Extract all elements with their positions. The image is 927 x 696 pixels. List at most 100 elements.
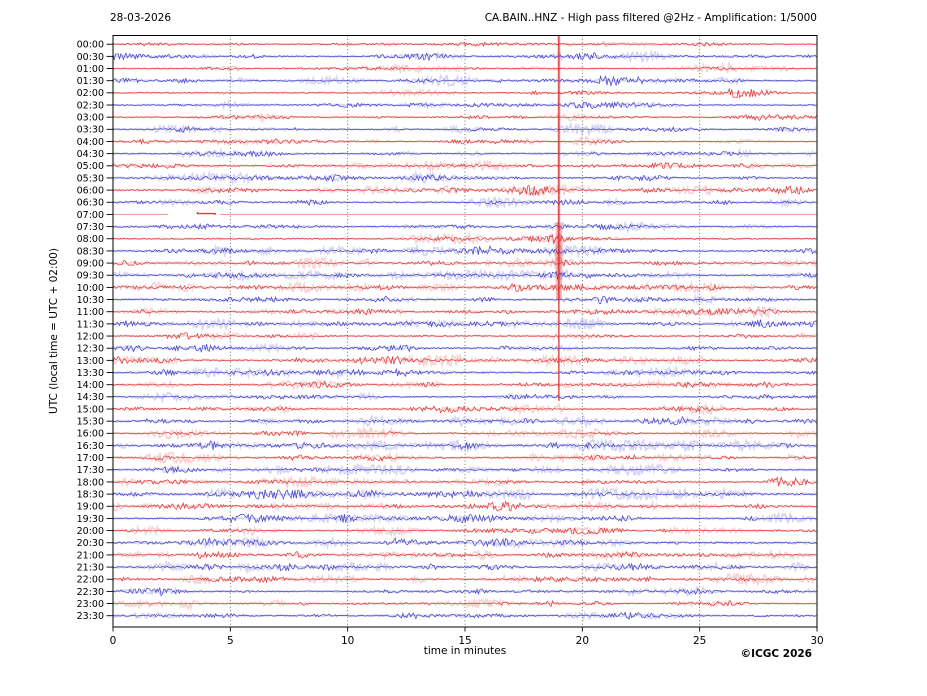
y-tick-label: 20:00 xyxy=(77,526,104,537)
trace-row xyxy=(112,489,817,501)
y-tick-label: 08:00 xyxy=(77,234,104,245)
trace-row xyxy=(112,353,817,369)
y-tick-label: 00:30 xyxy=(77,52,104,63)
trace-row xyxy=(112,511,817,525)
trace-row xyxy=(113,184,817,197)
trace-row xyxy=(112,182,817,197)
y-tick-label: 03:00 xyxy=(77,113,104,124)
trace-row xyxy=(112,293,817,305)
trace-row xyxy=(112,476,817,487)
trace-row xyxy=(112,283,817,293)
trace-row xyxy=(112,173,817,183)
trace-row xyxy=(112,380,817,389)
trace-row xyxy=(112,344,817,353)
trace-row xyxy=(112,355,817,365)
y-tick-label: 08:30 xyxy=(77,246,104,257)
trace-row xyxy=(112,88,817,98)
y-tick-label: 09:00 xyxy=(77,258,104,269)
y-tick-label: 22:30 xyxy=(77,587,104,598)
y-tick-label: 20:30 xyxy=(77,538,104,549)
trace-row xyxy=(112,137,817,146)
trace-row xyxy=(112,453,817,462)
trace-row xyxy=(112,158,817,173)
trace-row xyxy=(112,41,817,48)
y-tick-label: 15:30 xyxy=(77,417,104,428)
x-tick-label: 0 xyxy=(110,635,117,647)
trace-row xyxy=(112,440,817,451)
y-tick-label: 16:30 xyxy=(77,441,104,452)
trace-row xyxy=(112,245,817,256)
trace-row xyxy=(112,256,818,271)
y-tick-label: 10:00 xyxy=(77,283,104,294)
y-tick-label: 06:00 xyxy=(77,186,104,197)
station-title: CA.BAIN..HNZ - High pass filtered @2Hz -… xyxy=(484,12,817,24)
y-tick-label: 17:00 xyxy=(77,453,104,464)
y-tick-label: 14:00 xyxy=(77,380,104,391)
trace-row xyxy=(112,527,817,535)
trace-row xyxy=(112,500,817,512)
y-tick-label: 21:00 xyxy=(77,550,104,561)
y-tick-label: 18:00 xyxy=(77,477,104,488)
trace-row xyxy=(112,280,817,295)
trace-row xyxy=(112,307,817,316)
trace-row xyxy=(112,575,817,584)
trace-row xyxy=(112,233,817,245)
y-tick-label: 14:30 xyxy=(77,392,104,403)
trace-row xyxy=(112,112,817,124)
y-tick-label: 10:30 xyxy=(77,295,104,306)
trace-row xyxy=(112,101,817,109)
trace-row xyxy=(112,550,817,560)
trace-row xyxy=(112,332,817,340)
x-tick-label: 25 xyxy=(693,635,706,647)
x-tick-label: 30 xyxy=(810,635,823,647)
trace-row xyxy=(112,74,817,87)
x-tick-label: 20 xyxy=(576,635,589,647)
trace-row xyxy=(112,198,817,206)
trace-row xyxy=(112,270,817,280)
copyright-label: ©ICGC 2026 xyxy=(740,648,812,660)
trace-row xyxy=(112,52,817,62)
y-tick-label: 09:30 xyxy=(77,271,104,282)
y-tick-label: 04:30 xyxy=(77,149,104,160)
trace-row xyxy=(112,367,817,378)
trace-row xyxy=(112,562,817,572)
y-tick-label: 17:30 xyxy=(77,465,104,476)
trace-row xyxy=(112,597,817,612)
y-tick-label: 12:30 xyxy=(77,344,104,355)
trace-row xyxy=(112,330,817,343)
trace-row xyxy=(113,40,817,48)
y-tick-label: 13:30 xyxy=(77,368,104,379)
trace-row xyxy=(112,319,817,328)
trace-row xyxy=(112,559,817,575)
trace-row xyxy=(113,306,817,319)
trace-row xyxy=(112,243,817,259)
y-tick-label: 02:00 xyxy=(77,88,104,99)
trace-row xyxy=(112,365,817,380)
x-axis-label: time in minutes xyxy=(423,645,507,657)
trace-row xyxy=(112,121,818,137)
trace-row xyxy=(112,572,817,588)
trace-row xyxy=(112,524,817,538)
trace-row xyxy=(112,378,817,391)
y-tick-label: 03:30 xyxy=(77,125,104,136)
y-tick-label: 05:30 xyxy=(77,173,104,184)
trace-row xyxy=(112,462,817,477)
y-tick-label: 11:30 xyxy=(77,319,104,330)
trace-row xyxy=(112,465,817,474)
y-tick-label: 06:30 xyxy=(77,198,104,209)
trace-row xyxy=(112,430,817,437)
trace-row xyxy=(112,486,817,502)
trace-row xyxy=(112,259,817,267)
y-tick-label: 00:00 xyxy=(77,40,104,51)
trace-row xyxy=(112,48,817,64)
y-tick-label: 15:00 xyxy=(77,404,104,415)
x-tick-label: 15 xyxy=(458,635,471,647)
trace-row xyxy=(113,150,817,158)
y-tick-label: 16:00 xyxy=(77,429,104,440)
y-tick-label: 01:30 xyxy=(77,76,104,87)
trace-row xyxy=(112,73,817,87)
trace-row xyxy=(112,196,817,210)
trace-row xyxy=(112,316,817,332)
